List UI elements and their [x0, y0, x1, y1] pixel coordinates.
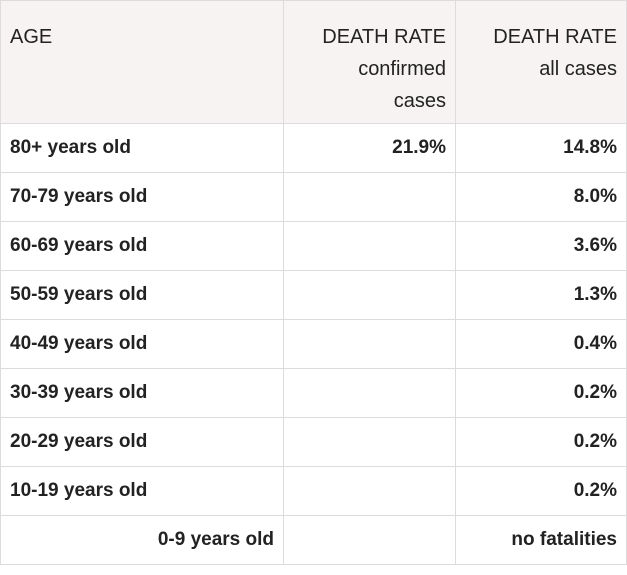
table-row: 80+ years old 21.9% 14.8% [0, 123, 627, 173]
rate-cell: 0.4% [455, 319, 627, 369]
empty-cell [283, 466, 456, 516]
empty-cell [283, 368, 456, 418]
header-row: AGE DEATH RATE confirmed cases DEATH RATE… [0, 0, 627, 124]
rate-cell: 3.6% [455, 221, 627, 271]
age-cell: 50-59 years old [0, 270, 284, 320]
rate-cell: no fatalities [455, 515, 627, 565]
age-cell: 10-19 years old [0, 466, 284, 516]
table-row: 0-9 years old no fatalities [0, 515, 627, 565]
rate-cell: 1.3% [455, 270, 627, 320]
table-header: AGE DEATH RATE confirmed cases DEATH RATE… [0, 0, 627, 124]
table-row: 10-19 years old 0.2% [0, 466, 627, 516]
header-cell: DEATH RATE all cases [455, 0, 627, 124]
table-row: 20-29 years old 0.2% [0, 417, 627, 467]
empty-cell [283, 515, 456, 565]
age-cell: 60-69 years old [0, 221, 284, 271]
header-cell: DEATH RATE confirmed cases [283, 0, 456, 124]
header-subtext: confirmed cases [358, 58, 446, 112]
age-cell: 70-79 years old [0, 172, 284, 222]
empty-cell [283, 417, 456, 467]
table-row: 60-69 years old 3.6% [0, 221, 627, 271]
rate-cell: 0.2% [455, 466, 627, 516]
header-text: DEATH RATE [493, 26, 617, 48]
rate-cell: 0.2% [455, 417, 627, 467]
age-cell: 30-39 years old [0, 368, 284, 418]
header-text: AGE [10, 26, 53, 48]
table-row: 40-49 years old 0.4% [0, 319, 627, 369]
rate-cell: 8.0% [455, 172, 627, 222]
rate-cell: 0.2% [455, 368, 627, 418]
rate-cell: 21.9% [283, 123, 456, 173]
table-row: 50-59 years old 1.3% [0, 270, 627, 320]
table-body: 80+ years old 21.9% 14.8% 70-79 years old 8.… [0, 123, 627, 565]
header-text: DEATH RATE [322, 26, 446, 48]
table-row: 70-79 years old 8.0% [0, 172, 627, 222]
age-cell: 0-9 years old [0, 515, 284, 565]
rate-cell: 14.8% [455, 123, 627, 173]
age-cell: 20-29 years old [0, 417, 284, 467]
empty-cell [283, 221, 456, 271]
header-cell: AGE [0, 0, 284, 124]
empty-cell [283, 270, 456, 320]
header-subtext: all cases [539, 58, 617, 80]
empty-cell [283, 172, 456, 222]
table-row: 30-39 years old 0.2% [0, 368, 627, 418]
age-cell: 80+ years old [0, 123, 284, 173]
empty-cell [283, 319, 456, 369]
age-cell: 40-49 years old [0, 319, 284, 369]
